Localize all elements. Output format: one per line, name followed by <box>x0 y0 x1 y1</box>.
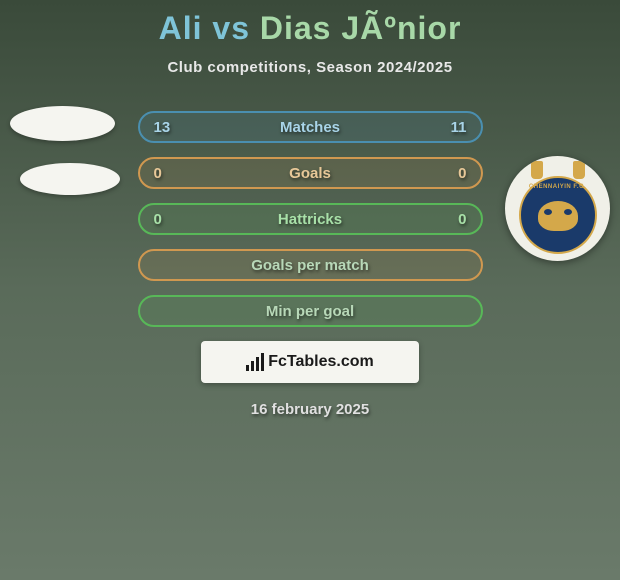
badge-club-name: CHENNAIYIN F.C. <box>529 184 586 190</box>
left-logo-shape-1 <box>10 106 115 141</box>
footer-logo-content: FcTables.com <box>246 353 374 371</box>
stat-row-matches: 13 Matches 11 <box>138 111 483 143</box>
comparison-area: CHENNAIYIN F.C. 13 Matches 11 0 Goals 0 … <box>0 111 620 418</box>
stat-row-hattricks: 0 Hattricks 0 <box>138 203 483 235</box>
badge-face-icon <box>538 201 578 231</box>
left-logo-shape-2 <box>20 163 120 195</box>
stat-label: Goals per match <box>251 257 369 274</box>
right-club-logo: CHENNAIYIN F.C. <box>505 156 610 261</box>
footer-site-name: FcTables.com <box>268 353 374 371</box>
stat-left-value: 0 <box>154 165 162 182</box>
footer-site-logo: FcTables.com <box>201 341 419 383</box>
footer-date: 16 february 2025 <box>0 401 620 418</box>
stat-label: Matches <box>280 119 340 136</box>
bars-icon <box>246 353 264 371</box>
vs-text: vs <box>212 10 250 46</box>
stat-row-goals-per-match: Goals per match <box>138 249 483 281</box>
stat-right-value: 0 <box>458 165 466 182</box>
left-club-logo <box>10 106 120 195</box>
badge-inner-circle: CHENNAIYIN F.C. <box>519 176 597 254</box>
stat-left-value: 13 <box>154 119 171 136</box>
stat-left-value: 0 <box>154 211 162 228</box>
chennaiyin-badge: CHENNAIYIN F.C. <box>505 156 610 261</box>
stat-row-goals: 0 Goals 0 <box>138 157 483 189</box>
trophy-icon <box>573 161 585 179</box>
player2-name: Dias JÃºnior <box>260 10 462 46</box>
stat-label: Goals <box>289 165 331 182</box>
stat-row-min-per-goal: Min per goal <box>138 295 483 327</box>
stat-rows-container: 13 Matches 11 0 Goals 0 0 Hattricks 0 Go… <box>138 111 483 327</box>
player1-name: Ali <box>159 10 203 46</box>
stat-label: Hattricks <box>278 211 342 228</box>
subtitle-text: Club competitions, Season 2024/2025 <box>0 59 620 76</box>
stat-label: Min per goal <box>266 303 354 320</box>
stat-right-value: 0 <box>458 211 466 228</box>
stat-right-value: 11 <box>451 119 467 136</box>
trophy-icon <box>531 161 543 179</box>
comparison-title: Ali vs Dias JÃºnior <box>0 0 620 47</box>
